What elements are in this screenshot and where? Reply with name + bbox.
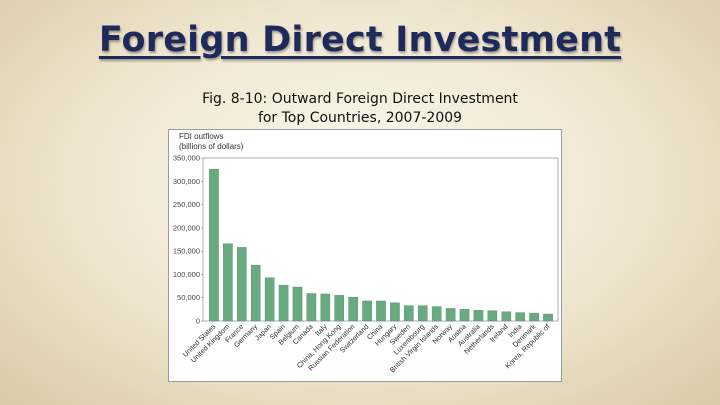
- bar: [292, 286, 303, 322]
- bar: [445, 308, 456, 322]
- bar: [501, 311, 512, 322]
- bar: [209, 168, 219, 322]
- bar: [306, 293, 317, 322]
- y-tick-label: 0: [196, 317, 200, 326]
- y-axis-ticks: 0 50,000 100,000 150,000 200,000 250,000 300,0…: [173, 154, 203, 326]
- bar: [362, 300, 372, 322]
- bar: [417, 305, 428, 322]
- bar: [264, 277, 275, 322]
- bar: [320, 293, 331, 322]
- bar: [250, 264, 261, 322]
- y-tick-label: 150,000: [173, 247, 200, 256]
- bar: [334, 295, 345, 322]
- y-tick-label: 300,000: [173, 177, 200, 186]
- bar: [515, 312, 525, 322]
- fdi-bar-chart: FDI outflows (billions of dollars) 0 50,0…: [173, 132, 559, 375]
- bar: [390, 302, 400, 322]
- bar: [223, 243, 233, 322]
- figure-caption-line-2: for Top Countries, 2007-2009: [257, 110, 463, 126]
- bar: [278, 284, 289, 322]
- bar: [487, 310, 498, 322]
- bars: [209, 168, 553, 322]
- y-tick-label: 200,000: [173, 223, 200, 232]
- chart-figure: FDI outflows (billions of dollars) 0 50,0…: [168, 129, 562, 382]
- bar: [543, 313, 553, 322]
- bar: [473, 310, 484, 322]
- y-axis-label-line-2: (billions of dollars): [179, 142, 244, 151]
- bar: [529, 312, 539, 322]
- y-axis-label-line-1: FDI outflows: [179, 132, 223, 141]
- y-tick-label: 100,000: [173, 270, 200, 279]
- bar: [348, 297, 358, 322]
- bar: [459, 309, 470, 322]
- figure-caption-line-1: Fig. 8-10: Outward Foreign Direct Invest…: [202, 91, 518, 107]
- y-tick-label: 50,000: [177, 293, 200, 302]
- bar: [376, 300, 386, 322]
- plot-area: [202, 157, 559, 322]
- slide-title: Foreign Direct Investment: [98, 20, 622, 60]
- bar: [237, 247, 247, 322]
- bar: [404, 305, 414, 322]
- y-tick-label: 350,000: [173, 154, 200, 163]
- bar: [431, 306, 442, 322]
- y-tick-label: 250,000: [173, 200, 200, 209]
